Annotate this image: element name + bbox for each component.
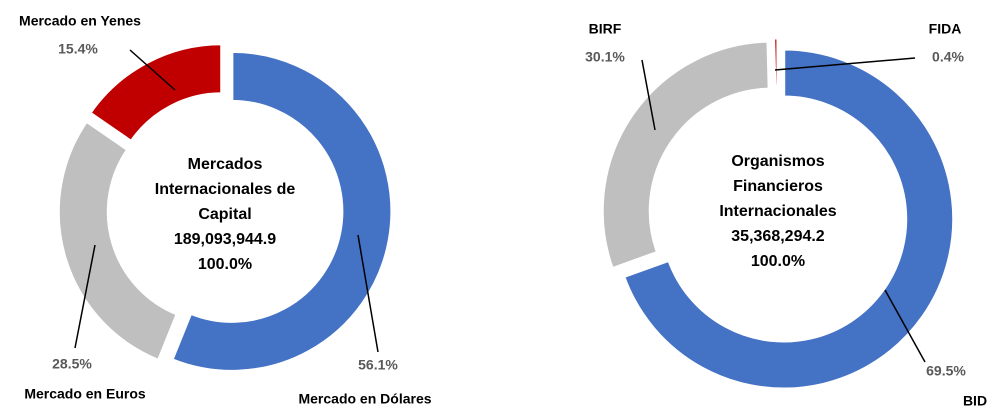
data-label: 69.5%: [926, 363, 966, 379]
center-title: Internacionales de: [155, 181, 296, 198]
leader-line: [129, 49, 176, 91]
center-title: Internacionales: [719, 203, 836, 220]
center-title: Organismos: [731, 153, 824, 170]
donut-slice: [170, 49, 394, 373]
leader-line: [74, 244, 96, 349]
donut-slice: [87, 42, 224, 144]
donut-slice: [772, 36, 780, 88]
category-label: Mercado en Euros: [24, 386, 146, 402]
category-label: FIDA: [929, 21, 962, 37]
leader-line: [884, 289, 926, 363]
category-label: BIRF: [589, 21, 622, 37]
category-label: Mercado en Dólares: [298, 391, 431, 407]
donut-slice: [600, 39, 771, 271]
category-label: BID: [963, 393, 987, 409]
center-percent: 100.0%: [198, 256, 252, 273]
data-label: 0.4%: [932, 49, 964, 65]
leader-line: [641, 59, 656, 131]
category-label: Mercado en Yenes: [19, 13, 141, 29]
center-title: Capital: [198, 206, 251, 223]
data-label: 56.1%: [358, 357, 398, 373]
center-title: Mercados: [188, 156, 263, 173]
data-label: 28.5%: [52, 356, 92, 372]
center-total: 35,368,294.2: [731, 228, 825, 245]
leader-line: [357, 234, 379, 353]
donut-slice: [56, 119, 180, 363]
center-total: 189,093,944.9: [174, 231, 276, 248]
donut-slice: [621, 47, 956, 391]
data-label: 15.4%: [58, 41, 98, 57]
leader-line: [774, 57, 916, 71]
center-title: Financieros: [733, 178, 823, 195]
data-label: 30.1%: [585, 49, 625, 65]
center-percent: 100.0%: [751, 253, 805, 270]
